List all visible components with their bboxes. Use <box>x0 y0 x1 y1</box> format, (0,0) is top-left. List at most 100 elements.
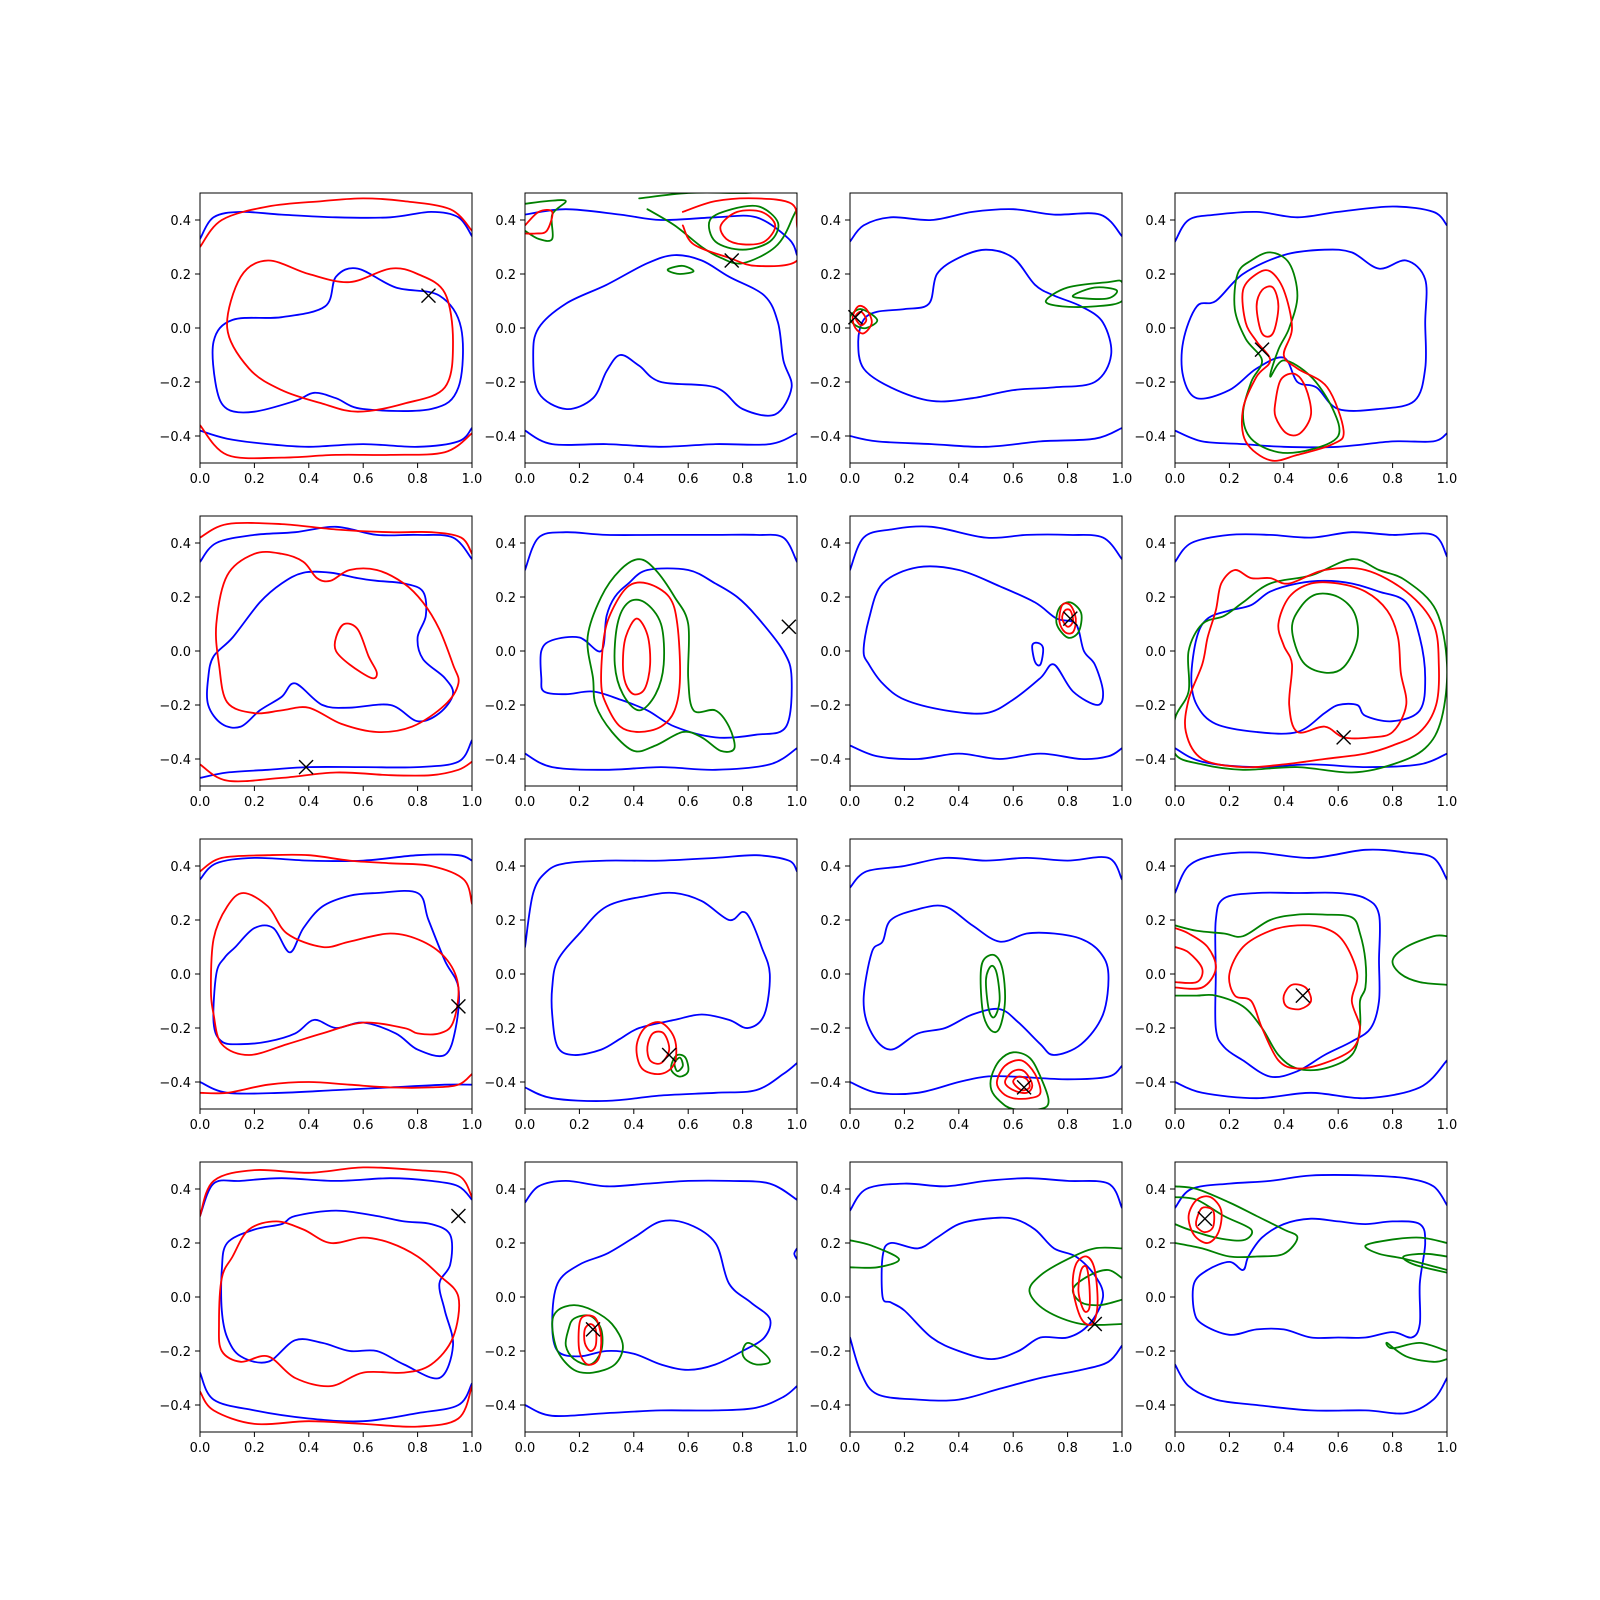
green-contour-line <box>586 558 736 753</box>
x-tick-label: 0.0 <box>515 1441 536 1456</box>
x-tick-label: 0.8 <box>1057 795 1078 810</box>
x-tick-label: 0.6 <box>353 472 374 487</box>
green-contour-line <box>850 1239 900 1269</box>
x-tick-label: 1.0 <box>1437 795 1458 810</box>
green-contour-line <box>670 1053 690 1078</box>
blue-contour-line <box>525 1385 797 1417</box>
x-tick-label: 0.8 <box>407 795 428 810</box>
x-tick-label: 0.0 <box>1165 795 1186 810</box>
blue-contour-line <box>862 904 1110 1056</box>
blue-contour-line <box>525 208 797 256</box>
panel-1: 0.0 0.2 0.4 0.6 0.8 1.0 −0.4 −0.2 0.0 0.2 0.4 <box>159 192 482 487</box>
blue-contour-line <box>850 427 1122 448</box>
x-tick-label: 0.2 <box>569 472 590 487</box>
y-tick-label: −0.2 <box>484 1022 516 1037</box>
x-tick-label: 0.8 <box>1382 795 1403 810</box>
blue-contour-line <box>850 208 1122 243</box>
y-tick-label: −0.2 <box>159 1022 191 1037</box>
y-tick-label: 0.4 <box>1145 537 1166 552</box>
blue-contour-line <box>200 739 472 779</box>
red-contour-line <box>995 1059 1042 1100</box>
y-tick-label: −0.4 <box>159 1076 191 1091</box>
x-tick-label: 0.6 <box>1328 1441 1349 1456</box>
y-tick-label: 0.0 <box>495 968 516 983</box>
x-tick-label: 0.4 <box>623 1118 644 1133</box>
x-marker <box>661 1047 677 1063</box>
y-tick-label: −0.4 <box>484 430 516 445</box>
y-tick-label: 0.2 <box>170 914 191 929</box>
y-tick-label: 0.0 <box>1145 645 1166 660</box>
panel-3: 0.0 0.2 0.4 0.6 0.8 1.0 −0.4 −0.2 0.0 0.2 0.4 <box>809 192 1133 487</box>
y-tick-label: −0.4 <box>1134 1399 1166 1414</box>
panel-7: 0.0 0.2 0.4 0.6 0.8 1.0 −0.4 −0.2 0.0 0.2 0.4 <box>809 515 1132 810</box>
y-tick-label: 0.2 <box>495 268 516 283</box>
green-contour-line <box>551 1304 624 1374</box>
x-tick-label: 0.8 <box>1382 1441 1403 1456</box>
blue-contour-line <box>200 1371 472 1423</box>
green-contour-line <box>1028 1246 1122 1326</box>
x-tick-label: 0.0 <box>190 1441 211 1456</box>
panel-11: 0.0 0.2 0.4 0.6 0.8 1.0 −0.4 −0.2 0.0 0.2 0.4 <box>809 838 1132 1133</box>
x-marker-stroke <box>450 1208 466 1224</box>
panel-15: 0.0 0.2 0.4 0.6 0.8 1.0 −0.4 −0.2 0.0 0.2 0.4 <box>809 1161 1132 1456</box>
x-tick-label: 0.4 <box>948 472 969 487</box>
blue-contour-line <box>551 1219 772 1371</box>
y-tick-label: 0.2 <box>820 591 841 606</box>
green-contour-line <box>1391 934 1447 986</box>
x-tick-label: 0.8 <box>1382 472 1403 487</box>
red-contour-line <box>719 209 777 246</box>
blue-contour-line <box>525 429 797 448</box>
x-tick-label: 1.0 <box>462 1118 483 1133</box>
y-tick-label: −0.2 <box>159 376 191 391</box>
green-contour-line <box>1071 286 1119 300</box>
y-tick-label: 0.4 <box>170 860 191 875</box>
blue-contour-line <box>1175 429 1447 449</box>
x-marker-stroke <box>1062 611 1078 627</box>
x-tick-label: 0.8 <box>1057 472 1078 487</box>
x-marker-stroke <box>298 759 314 775</box>
x-tick-label: 0.2 <box>569 795 590 810</box>
red-contour-line <box>1282 983 1313 1011</box>
panel-4: 0.0 0.2 0.4 0.6 0.8 1.0 −0.4 −0.2 0.0 0.2 0.4 <box>1134 192 1457 487</box>
green-contour-line <box>708 204 780 251</box>
y-tick-label: 0.0 <box>170 645 191 660</box>
red-contour-line <box>1187 1195 1223 1244</box>
panel-16: 0.0 0.2 0.4 0.6 0.8 1.0 −0.4 −0.2 0.0 0.2 0.4 <box>1134 1161 1457 1456</box>
x-tick-label: 0.6 <box>678 472 699 487</box>
x-marker <box>1062 611 1078 627</box>
x-tick-label: 0.6 <box>678 1441 699 1456</box>
y-tick-label: 0.0 <box>820 1291 841 1306</box>
y-tick-label: −0.4 <box>809 1076 841 1091</box>
x-marker-stroke <box>1197 1211 1213 1227</box>
x-marker-stroke <box>1254 342 1270 358</box>
x-tick-label: 0.0 <box>840 472 861 487</box>
y-tick-label: 0.4 <box>820 214 841 229</box>
y-tick-label: 0.2 <box>1145 914 1166 929</box>
red-contour-line <box>1273 372 1313 437</box>
plot-area <box>850 1177 1122 1402</box>
blue-contour-line <box>1175 1363 1447 1415</box>
blue-contour-line <box>1175 531 1447 563</box>
plot-area <box>525 854 797 1102</box>
x-marker <box>420 288 436 304</box>
x-marker <box>1295 988 1311 1004</box>
y-tick-label: 0.2 <box>170 268 191 283</box>
plot-area <box>200 1166 472 1428</box>
plot-area <box>850 208 1122 448</box>
green-contour-line <box>666 264 695 275</box>
red-contour-line <box>200 853 472 905</box>
y-tick-label: 0.4 <box>820 860 841 875</box>
plot-area <box>1175 848 1447 1100</box>
y-tick-label: −0.2 <box>159 699 191 714</box>
x-tick-label: 1.0 <box>1112 472 1133 487</box>
x-marker-stroke <box>661 1047 677 1063</box>
y-tick-label: −0.2 <box>484 699 516 714</box>
plot-area <box>1175 1174 1447 1415</box>
x-marker-stroke <box>1336 729 1352 745</box>
blue-contour-line <box>850 1064 1122 1096</box>
x-tick-label: 0.6 <box>353 795 374 810</box>
blue-contour-line <box>1190 579 1427 735</box>
x-tick-label: 0.0 <box>840 795 861 810</box>
red-contour-line <box>200 1385 472 1428</box>
